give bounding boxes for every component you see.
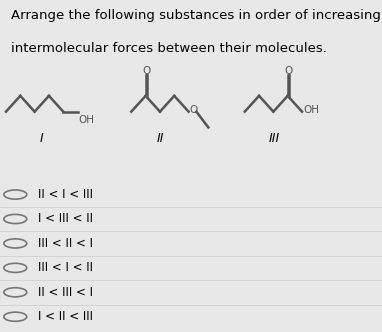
Text: OH: OH (303, 105, 319, 115)
Text: III: III (269, 132, 280, 145)
Text: III < II < I: III < II < I (38, 237, 93, 250)
Text: II: II (156, 132, 164, 145)
Text: III < I < II: III < I < II (38, 261, 93, 274)
Text: intermolecular forces between their molecules.: intermolecular forces between their mole… (11, 42, 327, 55)
Text: O: O (142, 66, 151, 76)
Text: II < III < I: II < III < I (38, 286, 93, 299)
Text: I: I (40, 132, 44, 145)
Text: Arrange the following substances in order of increasing total: Arrange the following substances in orde… (11, 9, 382, 22)
Text: O: O (285, 66, 293, 76)
Text: O: O (190, 105, 198, 115)
Text: I < II < III: I < II < III (38, 310, 93, 323)
Text: II < I < III: II < I < III (38, 188, 93, 201)
Text: I < III < II: I < III < II (38, 212, 93, 225)
Text: OH: OH (79, 115, 95, 125)
